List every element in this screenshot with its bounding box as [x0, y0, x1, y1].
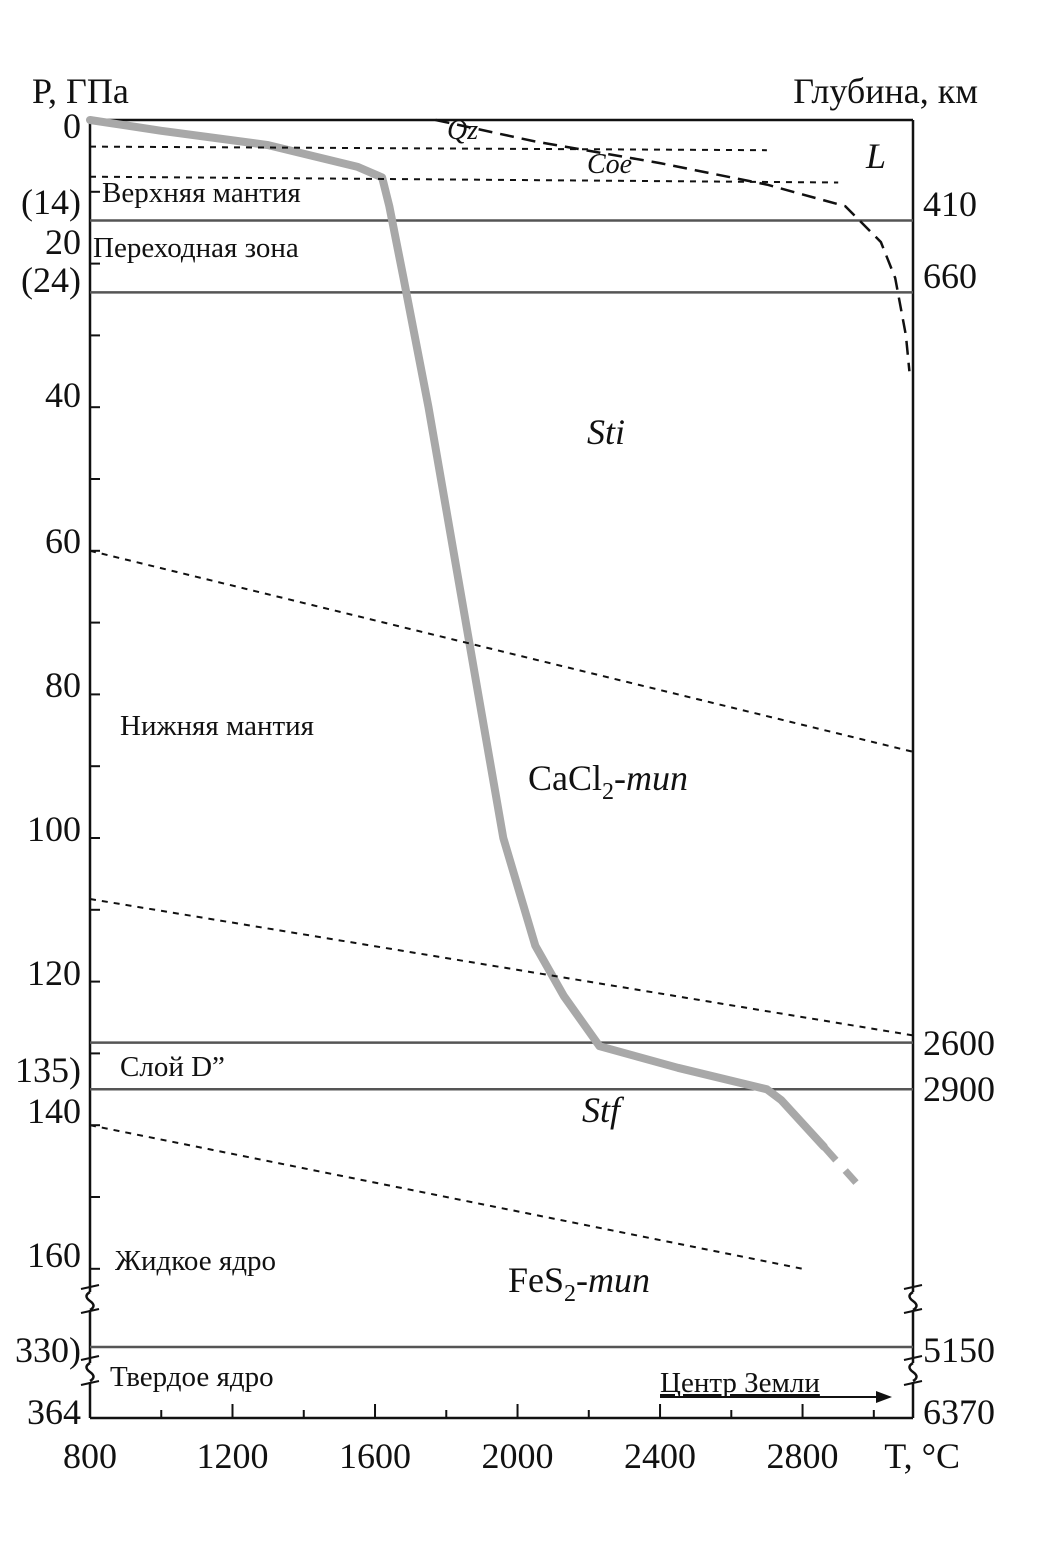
zone-label-liquid-core: Жидкое ядро	[115, 1245, 276, 1277]
axis-break-tick-a-0-1	[903, 1284, 923, 1290]
y-left-tick-label: 120	[27, 953, 81, 993]
series-phase-boundary-fine-6	[89, 898, 914, 1037]
x-axis-label: T, °C	[884, 1436, 960, 1476]
series-phase-boundary-2	[435, 118, 911, 372]
x-tick-label-800: 800	[63, 1436, 117, 1476]
series-phase-boundary-fine-4	[89, 175, 839, 184]
y-left-tick-label: 364	[27, 1392, 81, 1432]
y-right-tick-label: 410	[923, 184, 977, 224]
zone-label-upper-mantle: Верхняя мантия	[102, 177, 301, 209]
y-left-tick-label: 160	[27, 1235, 81, 1275]
axis-break-tick-b-1-1	[903, 1380, 923, 1386]
curves	[86, 116, 914, 1270]
phase-label-qz: Qz	[447, 115, 478, 146]
y-right-tick-label: 2900	[923, 1069, 995, 1109]
zone-label-d-layer: Слой D”	[120, 1051, 225, 1083]
y-axis-right-label: Глубина, км	[793, 71, 978, 111]
y-axis-left-label: P, ГПа	[32, 71, 129, 111]
y-left-tick-label: 100	[27, 809, 81, 849]
series-phase-boundary-fine-5	[89, 549, 914, 753]
axis-break-0-1	[908, 1290, 918, 1312]
zone-label-lower-mantle: Нижняя мантия	[120, 710, 314, 742]
center-earth-arrow	[660, 1391, 892, 1403]
y-left-tick-label: (24)	[21, 260, 81, 300]
y-right-tick-label: 6370	[923, 1392, 995, 1432]
y-left-tick-label: 40	[45, 375, 81, 415]
series-geotherm-dashed-1	[821, 1144, 859, 1185]
axis-break-0-0	[85, 1290, 95, 1312]
y-left-tick-label: 20	[45, 222, 81, 262]
y-right-tick-label: 5150	[923, 1330, 995, 1370]
series-phase-boundary-fine-7	[89, 1124, 803, 1270]
series-geotherm-0	[86, 116, 828, 1151]
x-tick-label-2400: 2400	[624, 1436, 696, 1476]
zone-label-solid-core: Твердое ядро	[110, 1361, 274, 1393]
axis-break-tick-b-1-0	[80, 1380, 100, 1386]
axis-break-tick-b-0-0	[80, 1308, 100, 1314]
axis-break-tick-a-0-0	[80, 1284, 100, 1290]
center-earth-label: Центр Земли	[660, 1367, 820, 1399]
y-right-tick-label: 2600	[923, 1023, 995, 1063]
x-tick-label-1200: 1200	[197, 1436, 269, 1476]
axis-break-tick-a-1-1	[903, 1355, 923, 1361]
phase-label-coe: Coe	[587, 149, 632, 180]
axis-break-1-0	[85, 1361, 95, 1383]
zone-label-transition-zone: Переходная зона	[93, 232, 299, 264]
y-left-tick-label: 0	[63, 106, 81, 146]
phase-label-stf: Stf	[582, 1090, 625, 1130]
y-left-tick-label: (14)	[21, 182, 81, 222]
y-left-tick-label: 330)	[15, 1330, 81, 1370]
axis-break-tick-a-1-0	[80, 1355, 100, 1361]
phase-label-fes2: FeS2-тип	[508, 1260, 650, 1307]
phase-label-sti: Sti	[587, 412, 625, 452]
series-phase-boundary-fine-3	[89, 145, 767, 152]
x-tick-label-2000: 2000	[482, 1436, 554, 1476]
axis-break-tick-b-0-1	[903, 1308, 923, 1314]
layer-boundaries	[90, 219, 913, 1349]
x-tick-label-2800: 2800	[767, 1436, 839, 1476]
x-tick-label-1600: 1600	[339, 1436, 411, 1476]
ticks: 800 1200 1600 2000 2400 2800 0 (14)20(24) 40 60 80…	[15, 106, 995, 1476]
phase-label-cacl2: CaCl2-тип	[528, 758, 688, 805]
y-left-tick-label: 135)	[15, 1050, 81, 1090]
y-left-tick-label: 80	[45, 665, 81, 705]
plot-frame	[80, 118, 923, 1420]
y-right-tick-label: 660	[923, 256, 977, 296]
phase-label-l: L	[865, 136, 886, 176]
y-left-tick-label: 140	[27, 1091, 81, 1131]
y-left-tick-label: 60	[45, 521, 81, 561]
axis-break-1-1	[908, 1361, 918, 1383]
